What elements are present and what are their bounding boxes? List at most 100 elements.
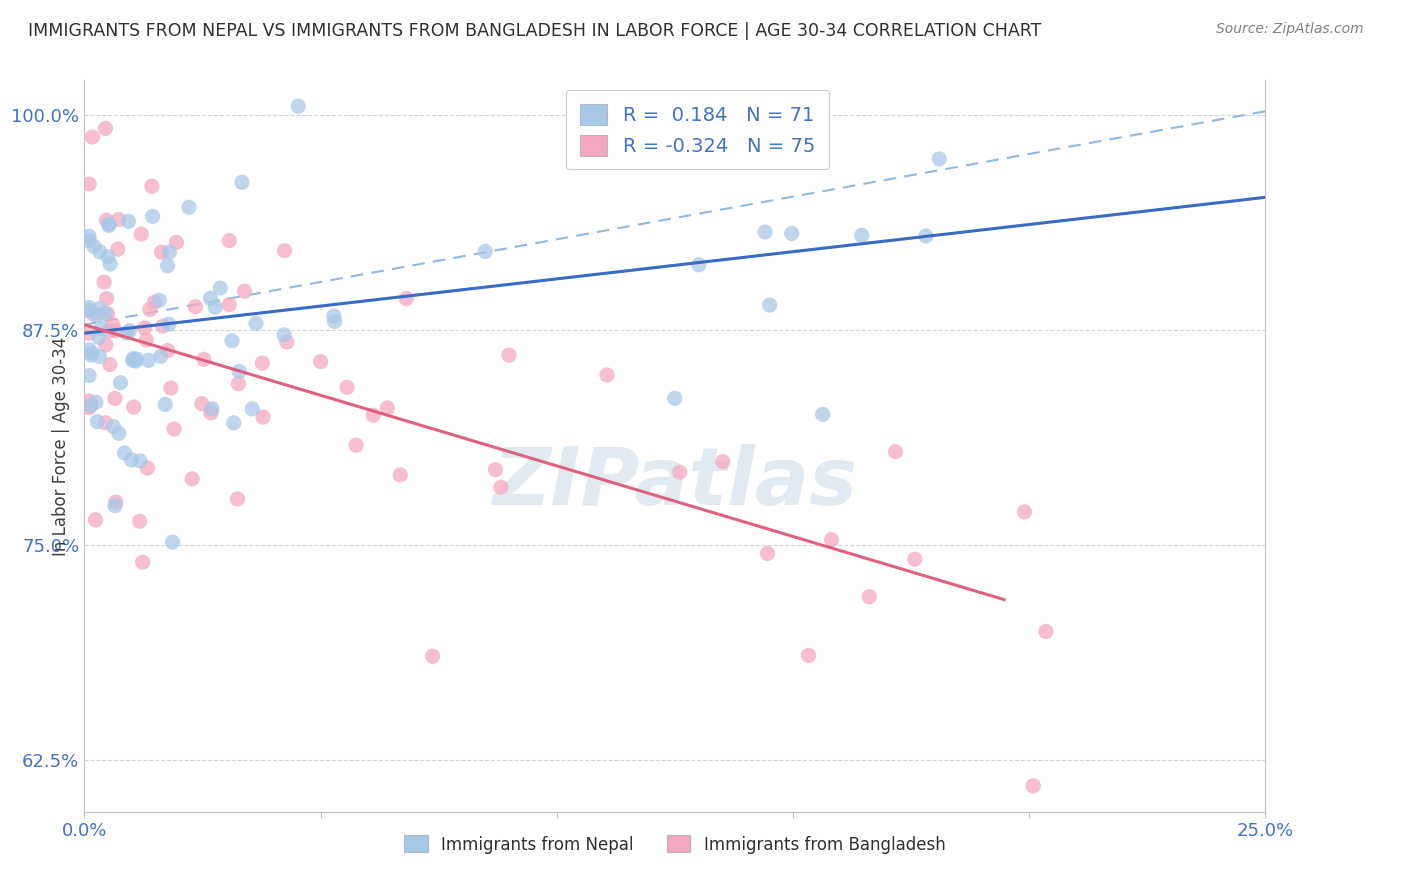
Point — [94, 416, 117, 430]
Point — [134, 321, 156, 335]
Text: ZIPatlas: ZIPatlas — [492, 443, 858, 522]
Point — [184, 300, 207, 314]
Point — [498, 348, 520, 362]
Point — [135, 333, 157, 347]
Point — [94, 306, 117, 320]
Point — [218, 298, 240, 312]
Point — [107, 242, 129, 256]
Point — [86, 308, 108, 322]
Point — [89, 301, 111, 316]
Point — [377, 401, 399, 415]
Point — [222, 416, 245, 430]
Point — [1035, 624, 1057, 639]
Point — [233, 284, 256, 298]
Point — [101, 318, 124, 332]
Point — [904, 552, 927, 566]
Point — [797, 648, 820, 663]
Point — [245, 316, 267, 330]
Point — [361, 409, 384, 423]
Point — [77, 326, 100, 341]
Point — [228, 364, 250, 378]
Point — [162, 535, 184, 549]
Point — [422, 649, 444, 664]
Point — [159, 244, 181, 259]
Point — [287, 99, 309, 113]
Point — [811, 408, 834, 422]
Point — [104, 499, 127, 513]
Point — [129, 454, 152, 468]
Point — [228, 376, 250, 391]
Point — [252, 410, 274, 425]
Point — [121, 453, 143, 467]
Point — [87, 330, 110, 344]
Point — [240, 401, 263, 416]
Point — [77, 301, 100, 315]
Point — [136, 461, 159, 475]
Point — [177, 200, 200, 214]
Point — [77, 401, 100, 415]
Point — [96, 307, 118, 321]
Point — [1014, 505, 1036, 519]
Point — [77, 368, 100, 383]
Point — [323, 314, 346, 328]
Point — [858, 590, 880, 604]
Point — [98, 217, 121, 231]
Legend: Immigrants from Nepal, Immigrants from Bangladesh: Immigrants from Nepal, Immigrants from B… — [396, 827, 953, 862]
Point — [201, 401, 224, 416]
Point — [138, 353, 160, 368]
Point — [82, 307, 104, 321]
Point — [125, 352, 148, 367]
Point — [77, 177, 100, 191]
Point — [226, 491, 249, 506]
Point — [711, 455, 734, 469]
Point — [389, 467, 412, 482]
Point — [156, 259, 179, 273]
Point — [309, 354, 332, 368]
Point — [104, 324, 127, 338]
Point — [82, 346, 104, 360]
Point — [191, 397, 214, 411]
Point — [86, 415, 108, 429]
Point — [77, 234, 100, 248]
Point — [754, 225, 776, 239]
Point — [128, 514, 150, 528]
Point — [322, 309, 344, 323]
Point — [474, 244, 496, 259]
Y-axis label: In Labor Force | Age 30-34: In Labor Force | Age 30-34 — [52, 336, 70, 556]
Point — [150, 245, 173, 260]
Point — [139, 302, 162, 317]
Text: IMMIGRANTS FROM NEPAL VS IMMIGRANTS FROM BANGLADESH IN LABOR FORCE | AGE 30-34 C: IMMIGRANTS FROM NEPAL VS IMMIGRANTS FROM… — [28, 22, 1042, 40]
Point — [155, 397, 177, 411]
Point — [83, 239, 105, 253]
Point — [851, 228, 873, 243]
Point — [122, 351, 145, 366]
Point — [97, 250, 120, 264]
Point — [97, 324, 120, 338]
Point — [148, 293, 170, 308]
Point — [108, 426, 131, 441]
Point — [90, 321, 112, 335]
Point — [159, 381, 181, 395]
Point — [84, 513, 107, 527]
Point — [688, 258, 710, 272]
Point — [98, 358, 121, 372]
Point — [118, 324, 141, 338]
Text: Source: ZipAtlas.com: Source: ZipAtlas.com — [1216, 22, 1364, 37]
Point — [125, 354, 148, 368]
Point — [204, 300, 226, 314]
Point — [165, 235, 187, 250]
Point — [114, 446, 136, 460]
Point — [84, 395, 107, 409]
Point — [80, 399, 103, 413]
Point — [96, 213, 118, 227]
Point — [780, 227, 803, 241]
Point — [97, 219, 120, 233]
Point — [218, 234, 240, 248]
Point — [664, 392, 686, 406]
Point — [209, 281, 232, 295]
Point — [117, 214, 139, 228]
Point — [89, 244, 111, 259]
Point — [96, 292, 118, 306]
Point — [142, 210, 165, 224]
Point — [163, 422, 186, 436]
